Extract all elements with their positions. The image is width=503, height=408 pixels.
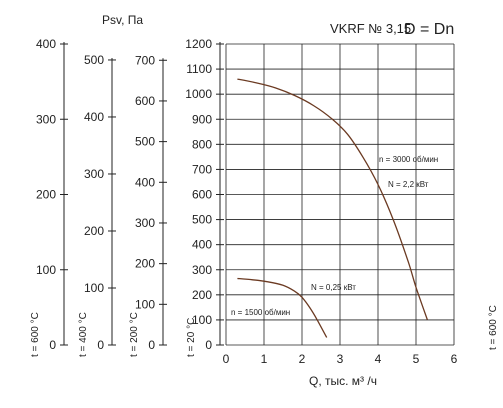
series-1-speed-label: n = 3000 об/мин <box>379 155 438 164</box>
chart-subtitle: D = Dn <box>404 21 454 38</box>
temp-axis-tick-label: 100 <box>84 281 104 295</box>
temperature-axes: 0 100 200 300 400 t = 600 °C 0 100 200 300 400 500 t… <box>30 37 224 357</box>
series-2-line <box>237 277 328 338</box>
temp-axis-label: t = 600 °C <box>30 312 41 357</box>
temp-axis-tick-label: 700 <box>135 53 155 67</box>
x-tick-label: 2 <box>299 352 306 366</box>
right-edge-temp-label: t = 600 °C <box>488 305 499 350</box>
chart-title: VKRF № 3,15 <box>330 21 411 36</box>
temp-axis-tick-label: 300 <box>135 216 155 230</box>
temp-axis-tick-label: 200 <box>36 188 56 202</box>
x-tick-label: 0 <box>223 352 230 366</box>
chart-grid <box>225 43 455 346</box>
temp-axis-tick-label: 0 <box>205 338 212 352</box>
temp-axis-tick-label: 100 <box>192 313 212 327</box>
temp-axis-tick-label: 500 <box>135 135 155 149</box>
series-1-line <box>237 78 429 321</box>
temp-axis-tick-label: 100 <box>36 263 56 277</box>
temp-axis-tick-label: 800 <box>192 137 212 151</box>
x-tick-label: 3 <box>337 352 344 366</box>
temp-axis-tick-label: 0 <box>97 338 104 352</box>
temp-axis-tick-label: 1100 <box>186 62 212 76</box>
temp-axis-tick-label: 400 <box>84 110 104 124</box>
series-2-speed-label: n = 1500 об/мин <box>231 308 290 317</box>
temp-axis-tick-label: 0 <box>148 338 155 352</box>
temp-axis-tick-label: 300 <box>84 167 104 181</box>
temp-axis-tick-label: 100 <box>135 297 155 311</box>
x-tick-label: 6 <box>451 352 458 366</box>
y-axis-label: Psv, Па <box>102 13 143 27</box>
temp-axis-tick-label: 200 <box>84 224 104 238</box>
series-1-power-label: N = 2,2 кВт <box>388 180 429 189</box>
x-tick-label: 1 <box>261 352 268 366</box>
temp-axis-tick-label: 500 <box>192 213 212 227</box>
temp-axis-tick-label: 600 <box>135 94 155 108</box>
temp-axis-tick-label: 200 <box>135 257 155 271</box>
series-2-power-label: N = 0,25 кВт <box>311 283 356 292</box>
temp-axis-label: t = 20 °C <box>186 318 197 357</box>
x-axis-label: Q, тыс. м³ /ч <box>309 374 377 388</box>
temp-axis-tick-label: 300 <box>36 112 56 126</box>
temp-axis-tick-label: 900 <box>192 112 212 126</box>
temp-axis-tick-label: 500 <box>84 53 104 67</box>
temp-axis-tick-label: 300 <box>192 263 212 277</box>
temp-axis-tick-label: 400 <box>36 37 56 51</box>
x-tick-label: 4 <box>375 352 382 366</box>
x-axis: 0 1 2 3 4 5 6 <box>223 352 458 366</box>
temp-axis-tick-label: 1200 <box>185 37 212 51</box>
temp-axis-tick-label: 1000 <box>185 87 212 101</box>
temp-axis-label: t = 200 °C <box>129 312 140 357</box>
temp-axis-tick-label: 600 <box>192 188 212 202</box>
temp-axis-tick-label: 400 <box>135 175 155 189</box>
x-tick-label: 5 <box>413 352 420 366</box>
temp-axis-label: t = 400 °C <box>78 312 89 357</box>
series-curves <box>237 78 429 338</box>
temp-axis-tick-label: 400 <box>192 238 212 252</box>
temp-axis-tick-label: 0 <box>49 338 56 352</box>
temp-axis-tick-label: 700 <box>192 162 212 176</box>
temp-axis-tick-label: 200 <box>192 288 212 302</box>
